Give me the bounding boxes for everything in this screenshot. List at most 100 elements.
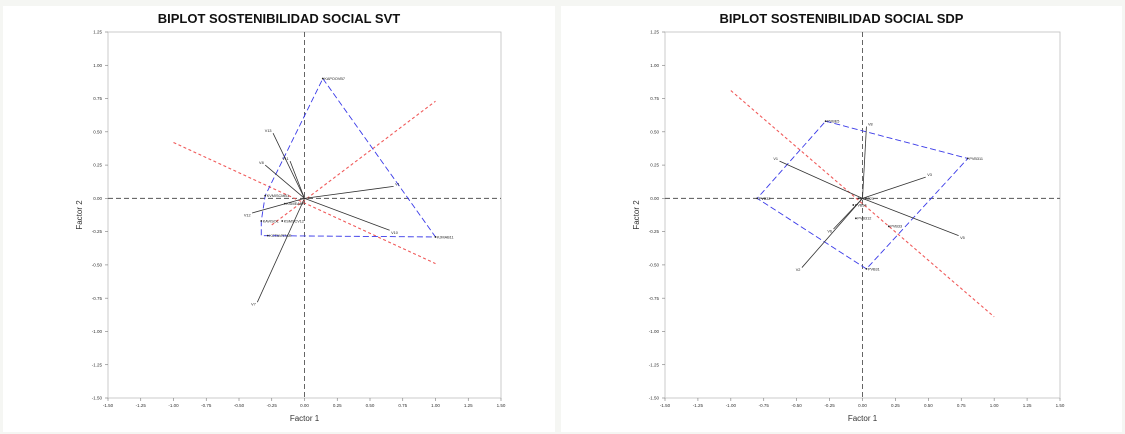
observation-point: [266, 234, 269, 237]
observation-point: [887, 225, 890, 228]
observation-label: KAVISOL: [263, 219, 279, 223]
vector-label: V13: [265, 129, 272, 133]
observation-label: PVB34: [855, 203, 867, 207]
vector-label: V8: [259, 161, 264, 165]
observation-label: KCTAVR7AR: [269, 234, 291, 238]
y-tick-label: -0.25: [92, 229, 103, 234]
y-tick-label: 1.00: [650, 63, 659, 68]
y-axis-title: Factor 2: [632, 200, 641, 230]
variable-vector: [251, 197, 305, 214]
y-tick-label: -1.25: [92, 362, 103, 367]
diagonal-reference-line: [173, 141, 436, 265]
x-tick-label: -0.50: [234, 403, 245, 408]
vector-label: V3: [927, 173, 932, 177]
observation-label: PVB312: [857, 217, 871, 221]
x-axis-title: Factor 1: [290, 414, 320, 423]
observation-label: PVBE5: [827, 120, 839, 124]
biplot-panel-sdp: -1.50 -1.25 -1.00 -0.75 -0.50 -0.25 0.00 0.25 0.…: [561, 6, 1122, 432]
variable-vector: [801, 198, 863, 268]
diagonal-reference-line: [271, 100, 436, 226]
biplot-panel-svt: -1.50 -1.25 -1.00 -0.75 -0.50 -0.25 0.00 0.25 0.…: [3, 6, 555, 432]
observation-point: [260, 220, 263, 222]
vector-label: V11: [282, 157, 288, 161]
vector-label: V12: [244, 214, 251, 218]
observation-label: KSMSCV12: [284, 219, 304, 223]
y-tick-label: 0.25: [93, 163, 102, 168]
observation-label: KAPOOVB7: [324, 77, 345, 81]
observation-point: [756, 197, 759, 200]
variable-vector: [264, 164, 305, 199]
observation-label: KJMAB11: [437, 235, 454, 239]
hull-polygon: [756, 120, 969, 270]
observation-label: KVMISCMB1: [267, 194, 289, 198]
x-tick-label: -0.75: [201, 403, 212, 408]
x-tick-label: 1.50: [1056, 403, 1065, 408]
y-tick-label: -1.00: [649, 329, 660, 334]
observation-label: KSMEABR: [286, 202, 305, 206]
y-tick-label: 0.00: [93, 196, 102, 201]
y-tick-label: 0.25: [650, 163, 659, 168]
x-axis-title: Factor 1: [848, 414, 878, 423]
variable-vector: [862, 126, 867, 199]
plot-frame: [107, 31, 502, 399]
y-tick-label: 0.75: [650, 96, 659, 101]
chart-title: BIPLOT SOSTENIBILIDAD SOCIAL SVT: [157, 11, 401, 26]
y-tick-label: -1.00: [92, 329, 103, 334]
x-tick-label: 1.00: [990, 403, 999, 408]
x-tick-label: -1.50: [660, 403, 671, 408]
observation-label: PVB31: [868, 267, 880, 271]
y-tick-label: 0.50: [93, 129, 102, 134]
y-tick-label: 1.25: [650, 30, 659, 35]
x-tick-label: 0.50: [924, 403, 933, 408]
observation-point: [264, 194, 267, 197]
y-tick-label: -0.50: [649, 263, 660, 268]
observation-label: PVB321: [860, 197, 874, 201]
x-tick-label: -1.50: [103, 403, 114, 408]
y-tick-label: 0.75: [93, 96, 102, 101]
variable-vector: [256, 198, 305, 303]
diagonal-reference-line: [730, 90, 995, 318]
y-tick-label: -0.75: [649, 296, 660, 301]
observation-point: [865, 268, 868, 270]
variable-vector: [862, 197, 959, 237]
vector-label: V2: [796, 268, 801, 272]
x-tick-label: -0.75: [759, 403, 770, 408]
variable-vector: [272, 132, 305, 199]
x-tick-label: -1.25: [136, 403, 147, 408]
observation-point: [321, 77, 324, 80]
x-tick-label: 1.25: [1023, 403, 1032, 408]
variable-vector: [862, 176, 926, 199]
y-tick-label: -1.25: [649, 362, 660, 367]
y-tick-label: -0.75: [92, 296, 103, 301]
observation-point: [857, 197, 860, 200]
observation-point: [824, 120, 827, 123]
observation-point: [852, 204, 855, 206]
x-tick-label: -0.50: [792, 403, 803, 408]
y-tick-label: 1.25: [93, 30, 102, 35]
observation-point: [281, 220, 284, 222]
variable-vector: [289, 160, 305, 199]
vector-label: V6: [827, 229, 832, 233]
vector-label: V10: [391, 231, 398, 235]
y-tick-label: -1.50: [92, 396, 103, 401]
x-tick-label: -1.00: [168, 403, 179, 408]
x-tick-label: 0.00: [858, 403, 867, 408]
chart-title: BIPLOT SOSTENIBILIDAD SOCIAL SDP: [719, 11, 964, 26]
x-tick-label: 0.00: [300, 403, 309, 408]
observation-label: PVB311: [969, 157, 983, 161]
y-tick-label: -0.25: [649, 229, 660, 234]
x-tick-label: 0.75: [957, 403, 966, 408]
variable-vector: [779, 160, 863, 199]
observation-label: PVB33: [890, 225, 902, 229]
y-tick-label: -0.50: [92, 263, 103, 268]
y-axis-title: Factor 2: [75, 200, 84, 230]
observation-point: [283, 202, 286, 205]
x-tick-label: -0.25: [824, 403, 835, 408]
x-tick-label: 1.50: [497, 403, 506, 408]
y-tick-label: 1.00: [93, 63, 102, 68]
variable-vector: [304, 185, 394, 199]
observation-point: [855, 217, 857, 220]
vector-label: V7: [251, 303, 256, 307]
y-tick-label: -1.50: [649, 396, 660, 401]
x-tick-label: 0.25: [333, 403, 342, 408]
